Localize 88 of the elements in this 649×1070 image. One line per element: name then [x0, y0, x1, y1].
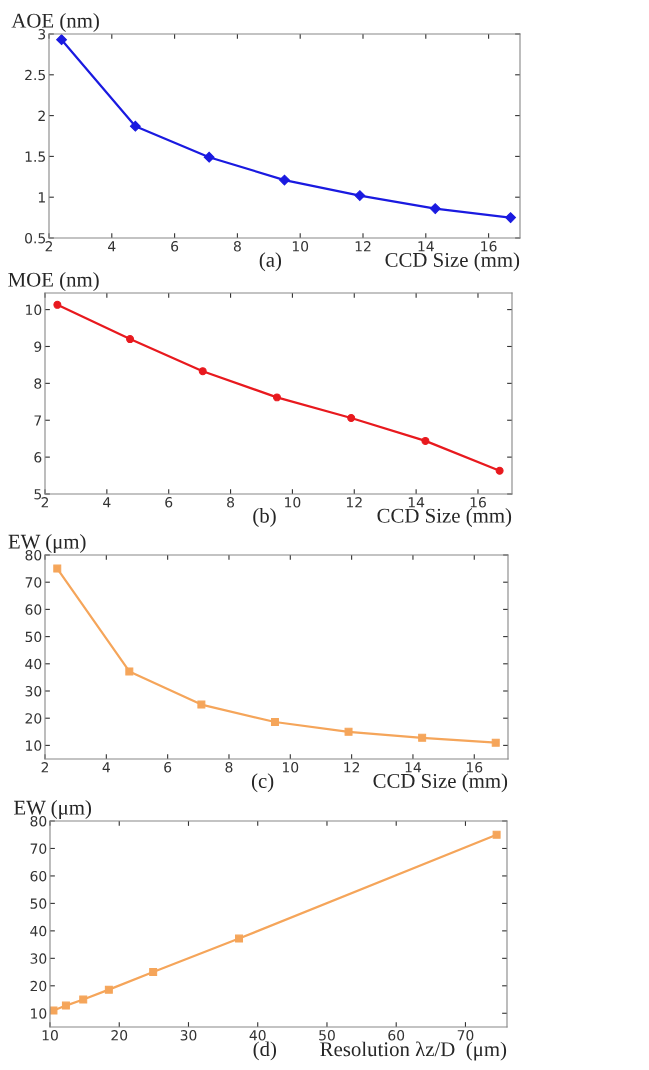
text: (b) [253, 508, 276, 527]
x-tick-label: 16 [481, 241, 497, 252]
point [421, 436, 430, 445]
x-tick-label: 14 [408, 497, 425, 508]
x-tick-label: 10 [282, 762, 299, 773]
y-tick-label: 5 [34, 489, 42, 500]
text: (a) [259, 252, 282, 272]
y-tick-label: 60 [30, 870, 47, 882]
y-tick-label: 20 [30, 980, 47, 992]
x-tick-label: 30 [180, 1030, 197, 1041]
point [272, 393, 281, 402]
point [491, 738, 500, 747]
y-tick-label: 60 [25, 604, 42, 615]
point [347, 414, 356, 423]
point [56, 34, 67, 46]
point [53, 564, 62, 573]
point [53, 300, 62, 309]
x-axis-title: CCD Size (mm) [385, 252, 520, 272]
point [492, 830, 501, 839]
point [197, 700, 206, 709]
y-tick-label: 40 [25, 658, 42, 670]
x-tick-label: 16 [470, 497, 486, 508]
x-tick-label: 50 [319, 1030, 335, 1041]
y-tick-label: 1.5 [25, 151, 46, 162]
x-tick-label: 6 [165, 497, 173, 508]
y-axis-title: MOE (nm) [8, 272, 99, 291]
x-tick-label: 12 [344, 762, 360, 773]
y-tick-label: 20 [25, 713, 42, 724]
y-tick-label: 70 [25, 577, 42, 588]
x-tick-label: 4 [102, 762, 110, 773]
point [126, 335, 135, 344]
x-tick-label: 14 [418, 241, 434, 252]
y-tick-label: 7 [34, 415, 42, 426]
point [61, 1001, 70, 1010]
x-axis-title: Resolution λz/D (μm) [320, 1041, 507, 1061]
y-tick-label: 2 [38, 110, 45, 121]
y-tick-label: 6 [34, 452, 42, 463]
point [149, 968, 158, 977]
x-tick-label: 60 [388, 1030, 405, 1041]
x-tick-label: 12 [346, 497, 362, 508]
x-tick-label: 8 [233, 241, 241, 252]
x-tick-label: 20 [111, 1030, 128, 1041]
y-tick-label: 50 [30, 898, 47, 909]
point [495, 466, 504, 475]
x-tick-label: 12 [355, 241, 371, 252]
x-tick-label: 16 [466, 762, 483, 773]
point [79, 995, 88, 1004]
point [429, 203, 441, 215]
y-tick-label: 70 [30, 843, 47, 854]
x-tick-label: 70 [457, 1030, 474, 1041]
point [203, 151, 215, 163]
y-tick-label: 10 [31, 1008, 47, 1019]
x-tick-label: 40 [249, 1030, 266, 1041]
y-tick-label: 10 [26, 304, 42, 316]
text: (d) [253, 1041, 277, 1061]
x-axis-title: CCD Size (mm) [377, 508, 512, 527]
y-tick-label: 8 [34, 378, 42, 389]
x-tick-label: 4 [103, 497, 111, 508]
point [104, 985, 113, 994]
point [344, 727, 353, 736]
text: (c) [251, 773, 274, 793]
point [354, 190, 366, 201]
y-tick-label: 30 [25, 685, 42, 697]
x-tick-label: 6 [171, 241, 179, 252]
y-tick-label: 1 [38, 192, 45, 203]
y-tick-label: 10 [26, 740, 42, 751]
x-tick-label: 6 [164, 762, 172, 773]
x-tick-label: 8 [225, 762, 233, 773]
x-tick-label: 10 [285, 497, 301, 508]
x-axis-title: CCD Size (mm) [373, 773, 508, 793]
point [235, 934, 244, 943]
point [129, 120, 141, 132]
y-tick-label: 2.5 [25, 69, 46, 81]
x-tick-label: 10 [292, 241, 309, 252]
y-tick-label: 40 [30, 925, 47, 937]
point [125, 667, 134, 676]
y-tick-label: 9 [34, 341, 42, 352]
x-tick-label: 4 [108, 241, 116, 252]
y-tick-label: 30 [30, 953, 47, 964]
point [270, 718, 279, 726]
y-tick-label: 50 [25, 631, 42, 643]
point [418, 733, 427, 742]
point [198, 367, 207, 376]
point [279, 174, 290, 186]
point [505, 212, 517, 224]
x-tick-label: 14 [405, 762, 421, 773]
y-tick-label: 0.5 [25, 232, 46, 244]
x-tick-label: 8 [227, 497, 235, 508]
